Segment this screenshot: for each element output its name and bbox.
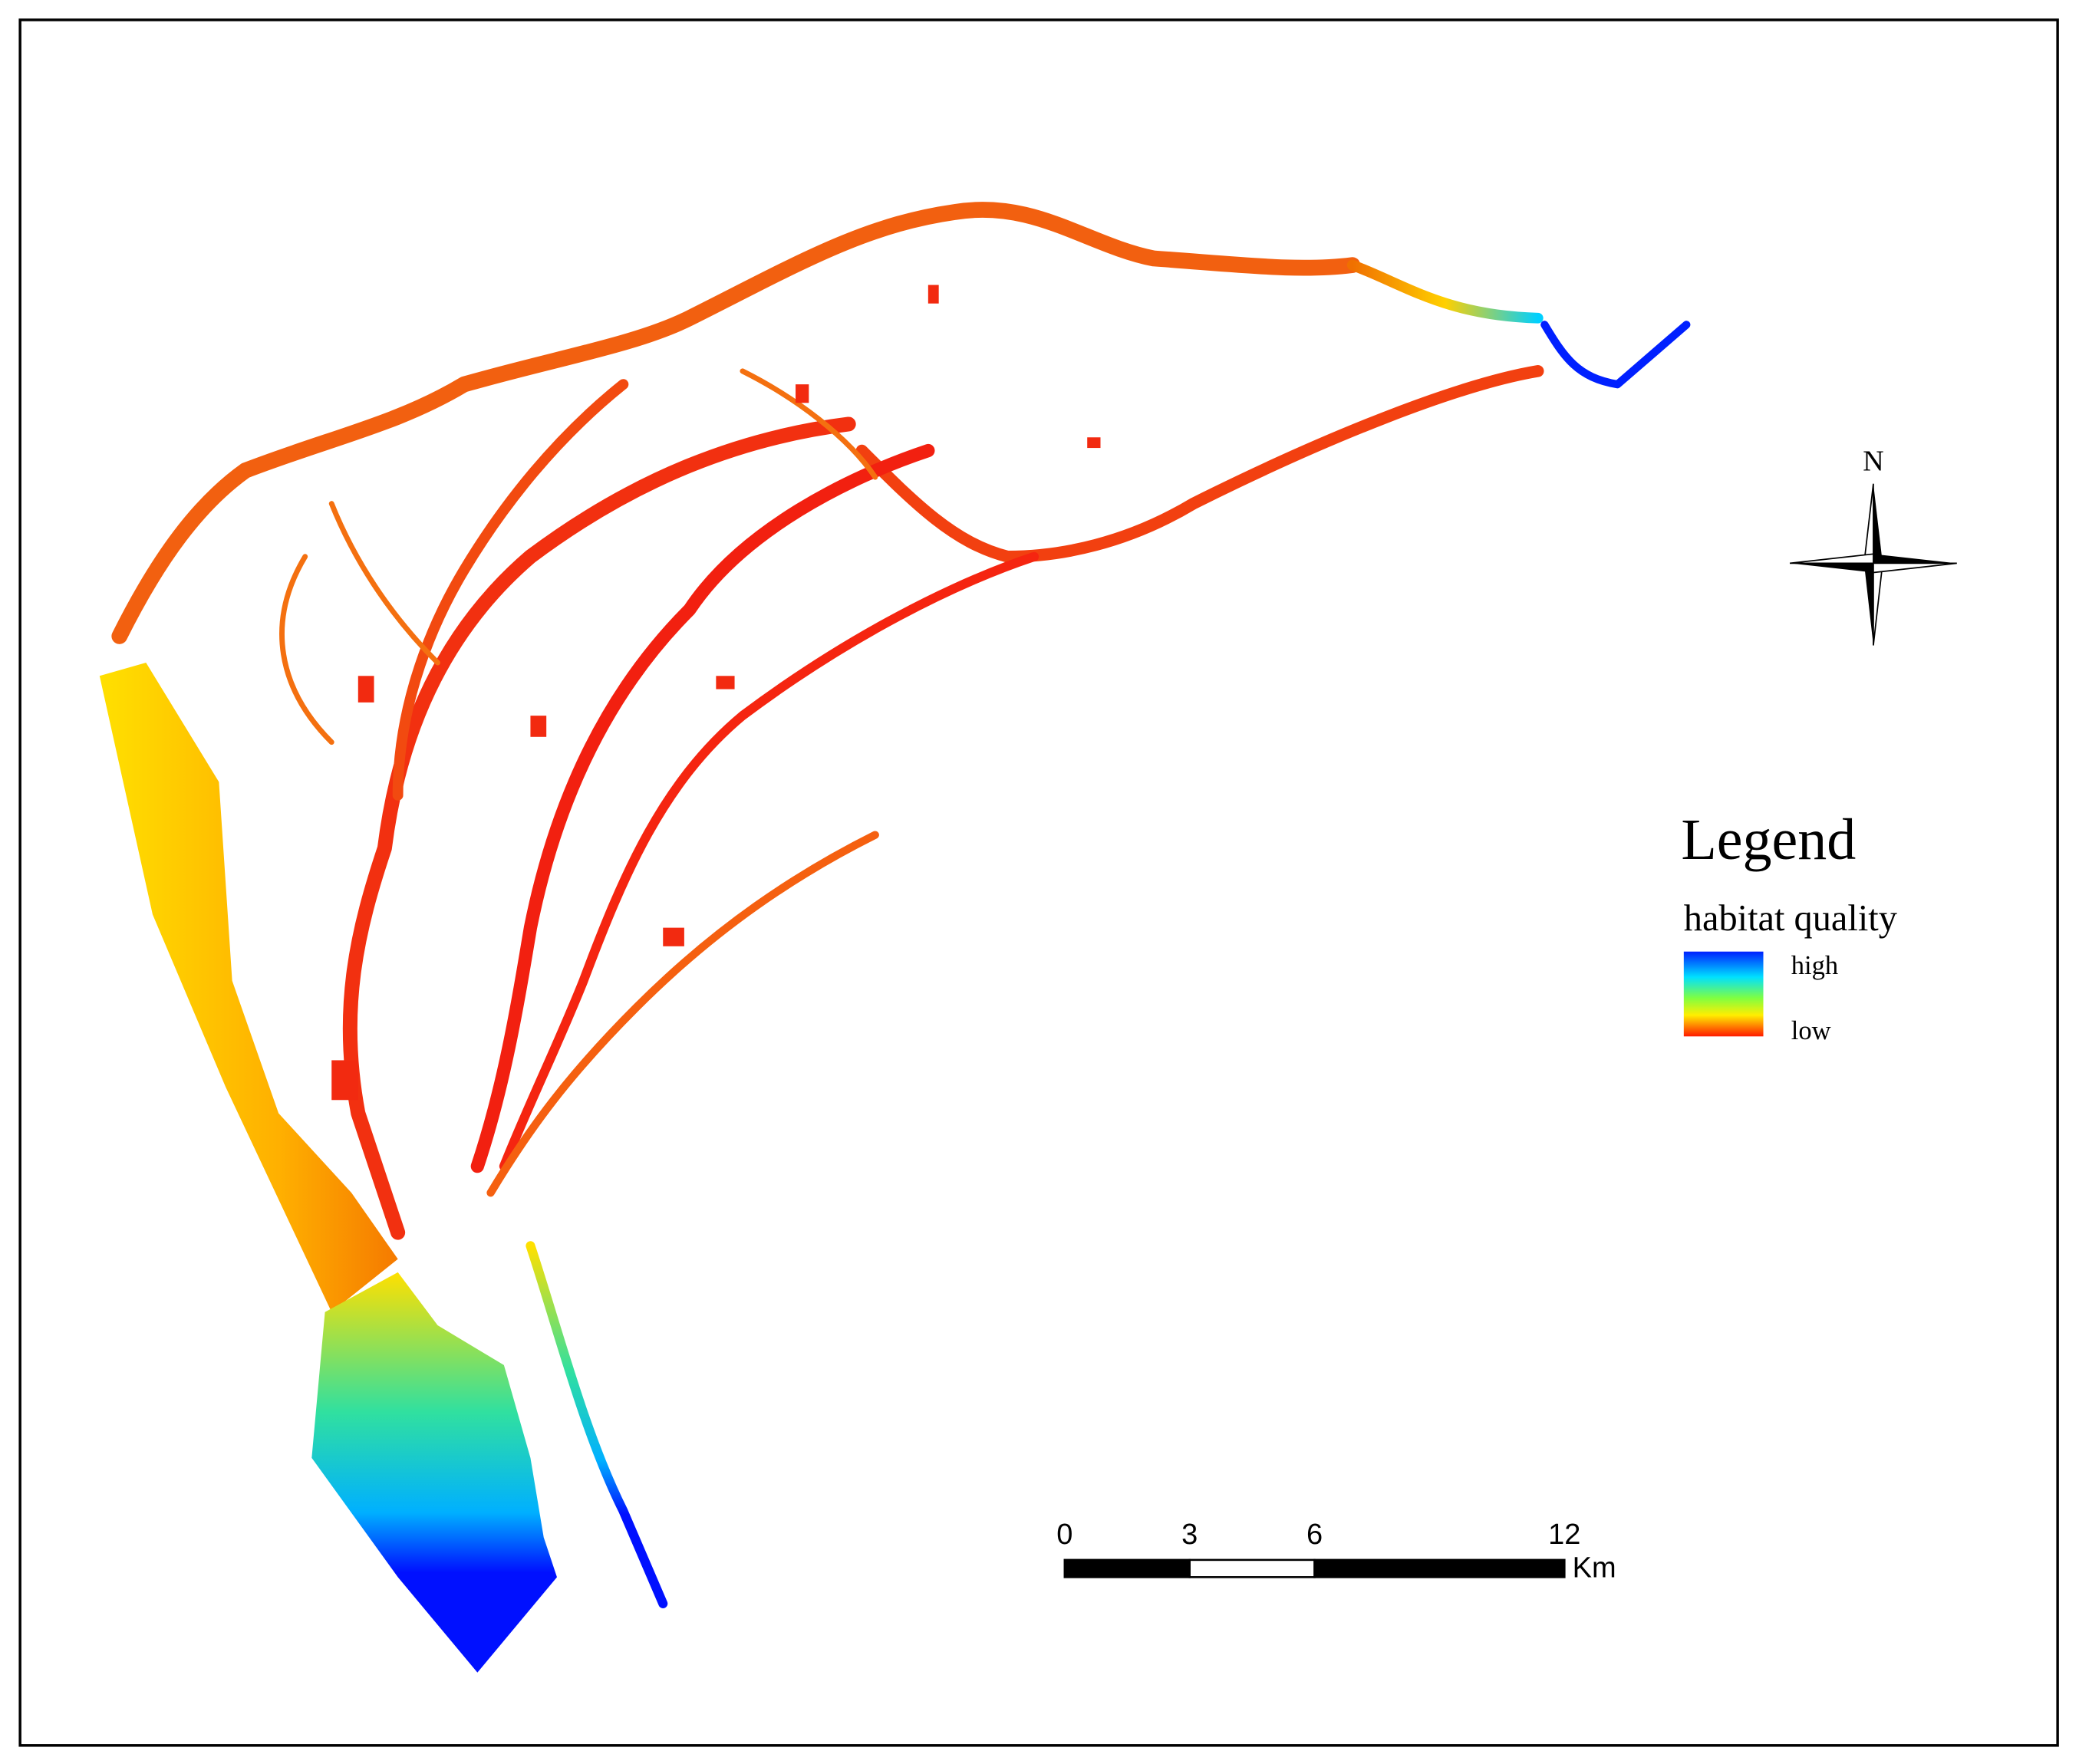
scale-segment bbox=[1188, 1558, 1316, 1578]
scale-label: 3 bbox=[1181, 1519, 1198, 1551]
coastal-band bbox=[99, 663, 398, 1312]
river bbox=[486, 831, 879, 1197]
legend-subtitle: habitat quality bbox=[1684, 898, 1897, 939]
color-ramp bbox=[1683, 951, 1764, 1037]
legend: Legend habitat quality high low bbox=[1681, 808, 1897, 1045]
frame bbox=[18, 18, 2059, 1747]
river-network bbox=[99, 202, 1691, 1673]
scale-label: 0 bbox=[1056, 1519, 1072, 1551]
scale-segment bbox=[1063, 1558, 1191, 1578]
river bbox=[1540, 321, 1691, 389]
river bbox=[499, 551, 1040, 1171]
scale-unit: Km bbox=[1573, 1552, 1616, 1584]
estuary bbox=[311, 1272, 557, 1673]
scale-label: 6 bbox=[1306, 1519, 1323, 1551]
scale-segment bbox=[1313, 1558, 1566, 1578]
river bbox=[111, 202, 1361, 644]
river bbox=[392, 379, 629, 801]
patches bbox=[331, 285, 1101, 1101]
north-label: N bbox=[1863, 445, 1883, 477]
scale-label: 12 bbox=[1548, 1519, 1580, 1551]
north-arrow: N bbox=[1789, 445, 1957, 646]
river bbox=[470, 443, 935, 1173]
river bbox=[342, 416, 856, 1240]
river bbox=[1346, 259, 1544, 324]
river bbox=[279, 368, 878, 745]
scale-bar: Km 0 3 6 12 bbox=[1056, 1519, 1616, 1584]
river bbox=[526, 1241, 668, 1608]
river bbox=[855, 365, 1544, 563]
legend-low: low bbox=[1791, 1016, 1831, 1045]
legend-high: high bbox=[1791, 951, 1838, 980]
legend-title: Legend bbox=[1681, 808, 1856, 872]
